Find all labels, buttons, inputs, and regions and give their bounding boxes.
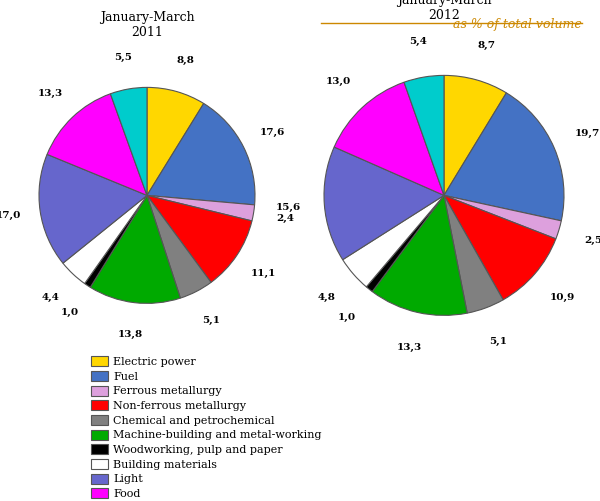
Legend: Electric power, Fuel, Ferrous metallurgy, Non-ferrous metallurgy, Chemical and p: Electric power, Fuel, Ferrous metallurgy… bbox=[91, 356, 322, 501]
Wedge shape bbox=[85, 195, 147, 287]
Wedge shape bbox=[63, 195, 147, 284]
Text: 4,4: 4,4 bbox=[42, 293, 60, 302]
Text: 5,5: 5,5 bbox=[114, 53, 132, 62]
Text: 5,4: 5,4 bbox=[409, 37, 427, 46]
Wedge shape bbox=[444, 195, 556, 300]
Wedge shape bbox=[444, 195, 503, 313]
Text: 15,6: 15,6 bbox=[276, 202, 301, 211]
Wedge shape bbox=[90, 195, 181, 304]
Text: 5,1: 5,1 bbox=[489, 337, 507, 346]
Text: 4,8: 4,8 bbox=[317, 293, 335, 302]
Text: as % of total volume: as % of total volume bbox=[453, 18, 582, 31]
Text: 2,5: 2,5 bbox=[584, 236, 600, 245]
Wedge shape bbox=[147, 87, 204, 195]
Wedge shape bbox=[39, 154, 147, 263]
Text: 8,8: 8,8 bbox=[176, 56, 194, 65]
Wedge shape bbox=[147, 195, 254, 221]
Text: 17,0: 17,0 bbox=[0, 211, 21, 220]
Text: 19,7: 19,7 bbox=[575, 129, 600, 138]
Text: 2,4: 2,4 bbox=[277, 214, 295, 223]
Wedge shape bbox=[372, 195, 467, 316]
Text: 1,0: 1,0 bbox=[338, 313, 356, 322]
Text: 13,3: 13,3 bbox=[397, 343, 422, 352]
Wedge shape bbox=[110, 87, 147, 195]
Wedge shape bbox=[147, 195, 211, 298]
Wedge shape bbox=[334, 82, 444, 195]
Title: January-March
2012: January-March 2012 bbox=[397, 0, 491, 22]
Wedge shape bbox=[444, 75, 506, 195]
Text: 17,6: 17,6 bbox=[260, 128, 285, 137]
Wedge shape bbox=[367, 195, 444, 292]
Wedge shape bbox=[404, 75, 444, 195]
Text: 11,1: 11,1 bbox=[251, 269, 277, 278]
Wedge shape bbox=[444, 195, 561, 239]
Wedge shape bbox=[147, 195, 252, 283]
Text: 13,8: 13,8 bbox=[118, 330, 143, 339]
Text: 13,3: 13,3 bbox=[37, 90, 62, 99]
Title: January-March
2011: January-March 2011 bbox=[100, 11, 194, 39]
Text: 8,7: 8,7 bbox=[477, 41, 495, 50]
Text: 13,0: 13,0 bbox=[325, 77, 350, 86]
Wedge shape bbox=[343, 195, 444, 287]
Wedge shape bbox=[444, 93, 564, 221]
Wedge shape bbox=[147, 104, 255, 205]
Text: 10,9: 10,9 bbox=[550, 293, 575, 302]
Wedge shape bbox=[47, 94, 147, 195]
Text: 1,0: 1,0 bbox=[61, 308, 79, 317]
Wedge shape bbox=[324, 147, 444, 260]
Text: 5,1: 5,1 bbox=[202, 316, 220, 325]
